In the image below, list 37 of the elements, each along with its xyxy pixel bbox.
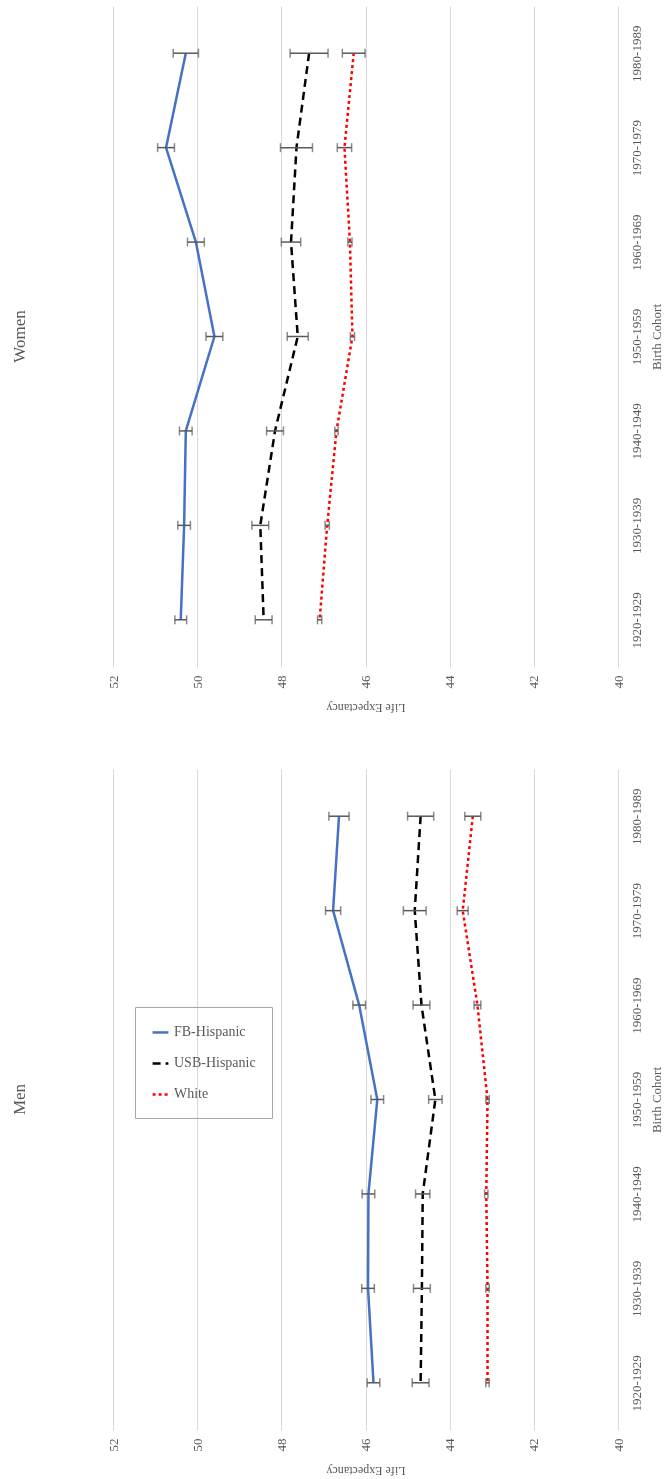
y-tick-label: 1960-1969 — [628, 214, 644, 271]
text: Men — [10, 1083, 29, 1116]
x-tick-label: 42 — [526, 1438, 542, 1452]
y-tick-label: 1930-1939 — [628, 1260, 644, 1318]
x-axis-title: Life Expectancy — [326, 700, 406, 715]
x-tick-label: 46 — [358, 1438, 373, 1452]
y-tick-label: 1980-1989 — [628, 788, 644, 845]
y-tick-label: 1970-1979 — [628, 882, 644, 940]
x-tick-label: 44 — [442, 1438, 458, 1452]
y-axis-title: Birth Cohort — [648, 303, 664, 371]
y-tick-label: 1920-1929 — [628, 1355, 644, 1412]
x-tick-label: 40 — [610, 675, 626, 689]
x-tick-label: 44 — [442, 675, 458, 689]
x-tick-label: 48 — [273, 1438, 289, 1452]
y-tick-label: 1920-1929 — [628, 592, 644, 649]
y-tick-label: 1950-1959 — [628, 308, 644, 366]
y-tick-label: 1940-1949 — [628, 1166, 644, 1223]
x-tick-label: 42 — [526, 675, 542, 689]
y-tick-label: 1980-1989 — [628, 25, 644, 82]
x-tick-label: 52 — [105, 675, 121, 689]
x-tick-label: 40 — [610, 1438, 626, 1452]
legend-label: White — [174, 1086, 209, 1102]
y-tick-label: 1930-1939 — [628, 497, 644, 555]
x-tick-label: 48 — [273, 675, 289, 689]
x-tick-label: 50 — [189, 1438, 205, 1452]
y-tick-label: 1970-1979 — [628, 119, 644, 177]
y-tick-label: 1940-1949 — [628, 403, 644, 460]
y-axis-title: Birth Cohort — [648, 1066, 664, 1134]
x-tick-label: 52 — [105, 1438, 121, 1452]
x-axis-title: Life Expectancy — [326, 1463, 406, 1478]
x-tick-label: 50 — [189, 675, 205, 689]
x-tick-label: 46 — [358, 675, 373, 689]
legend-label: FB-Hispanic — [174, 1024, 246, 1040]
legend-label: USB-Hispanic — [174, 1055, 256, 1071]
y-tick-label: 1960-1969 — [628, 977, 644, 1034]
text: Women — [10, 309, 29, 363]
y-tick-label: 1950-1959 — [628, 1071, 644, 1129]
